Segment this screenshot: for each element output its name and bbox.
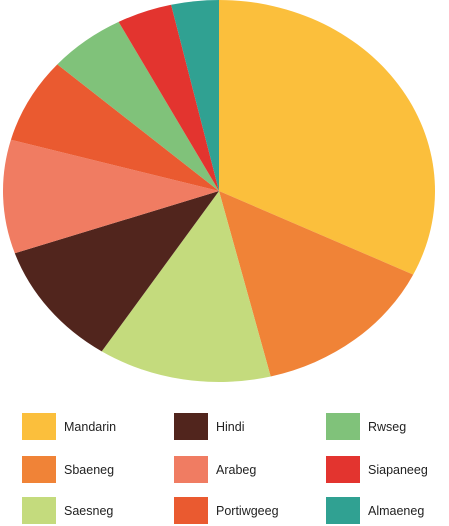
pie-slice-mandarin: [219, 0, 435, 275]
pie-slice-siapaneeg: [118, 4, 219, 191]
pie-slice-arabeg: [3, 139, 220, 254]
legend-swatch-arabeg: [174, 456, 208, 483]
legend-label-saesneg: Saesneg: [64, 504, 113, 518]
legend-label-mandarin: Mandarin: [64, 420, 116, 434]
pie-slice-rwseg: [57, 21, 219, 191]
legend-label-arabeg: Arabeg: [216, 463, 256, 477]
legend-swatch-saesneg: [22, 497, 56, 524]
legend-label-siapaneeg: Siapaneeg: [368, 463, 428, 477]
pie-slice-portiwgeeg: [10, 64, 220, 191]
legend-swatch-rwseg: [326, 413, 360, 440]
pie-slice-sbaeneg: [219, 191, 414, 377]
legend-swatch-mandarin: [22, 413, 56, 440]
legend-label-hindi: Hindi: [216, 420, 245, 434]
legend-label-sbaeneg: Sbaeneg: [64, 463, 114, 477]
legend-swatch-sbaeneg: [22, 456, 56, 483]
legend-swatch-siapaneeg: [326, 456, 360, 483]
legend-swatch-almaeneg: [326, 497, 360, 524]
pie-slice-hindi: [14, 191, 219, 352]
pie-slice-almaeneg: [171, 0, 219, 191]
legend: Mandarin Sbaeneg Saesneg Hindi Arabeg Portiwg…: [22, 413, 428, 524]
legend-label-portiwgeeg: Portiwgeeg: [216, 504, 279, 518]
legend-label-almaeneg: Almaeneg: [368, 504, 424, 518]
legend-label-rwseg: Rwseg: [368, 420, 406, 434]
legend-swatch-hindi: [174, 413, 208, 440]
pie-slices: [3, 0, 435, 383]
legend-swatch-portiwgeeg: [174, 497, 208, 524]
pie-slice-saesneg: [101, 191, 271, 383]
